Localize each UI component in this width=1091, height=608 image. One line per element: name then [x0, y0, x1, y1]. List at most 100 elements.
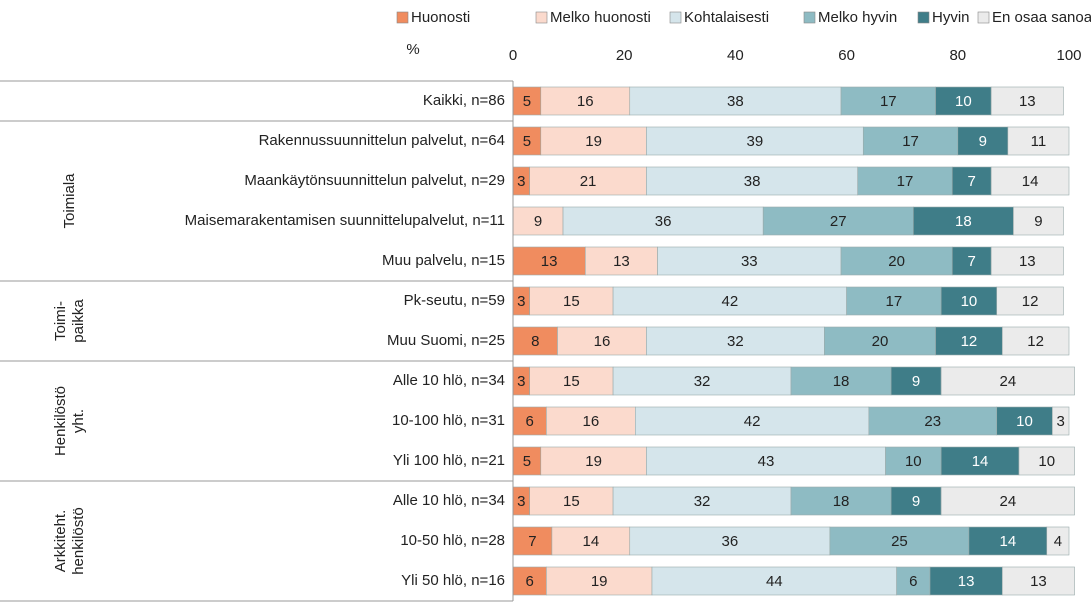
- bar-segment: [857, 166, 953, 196]
- group-label: Toimi-: [52, 301, 69, 341]
- data-label: 3: [1056, 413, 1064, 430]
- bar-segment: [629, 86, 842, 116]
- data-label: 17: [897, 173, 914, 190]
- data-label: 3: [517, 493, 525, 510]
- bar-segment: [846, 286, 942, 316]
- data-label: 42: [744, 413, 761, 430]
- data-label: 25: [891, 533, 908, 550]
- legend-swatch: [917, 11, 930, 24]
- data-label: 10: [905, 453, 922, 470]
- data-label: 12: [961, 333, 978, 350]
- bar-segment: [951, 246, 992, 276]
- bar-segment: [512, 206, 564, 236]
- data-label: 20: [872, 333, 889, 350]
- legend-label: Huonosti: [411, 9, 470, 26]
- data-label: 9: [979, 133, 987, 150]
- bar-segment: [551, 526, 631, 556]
- x-tick-label: 20: [616, 47, 633, 64]
- bar-segment: [646, 166, 859, 196]
- bar-segment: [512, 326, 558, 356]
- data-label: 10: [1038, 453, 1055, 470]
- bar-segment: [629, 526, 831, 556]
- bar-segment: [1001, 326, 1070, 356]
- data-label: 17: [902, 133, 919, 150]
- data-label: 15: [563, 373, 580, 390]
- bar-segment: [657, 246, 842, 276]
- category-label: Maankäytönsuunnittelun palvelut, n=29: [244, 172, 505, 189]
- data-label: 12: [1027, 333, 1044, 350]
- data-label: 33: [741, 253, 758, 270]
- data-label: 5: [523, 453, 531, 470]
- data-label: 14: [999, 533, 1016, 550]
- data-label: 18: [833, 373, 850, 390]
- bar-segment: [913, 206, 1014, 236]
- group-label: Toimiala: [61, 173, 78, 229]
- data-label: 38: [727, 93, 744, 110]
- data-label: 10: [1016, 413, 1033, 430]
- bar-segment: [540, 446, 647, 476]
- data-label: 16: [594, 333, 611, 350]
- x-axis-label: %: [406, 41, 419, 58]
- group-label: Arkkiteht.: [52, 510, 69, 573]
- data-label: 16: [582, 413, 599, 430]
- category-label: Maisemarakentamisen suunnittelupalvelut,…: [185, 212, 505, 229]
- bar-segment: [529, 166, 647, 196]
- data-label: 12: [1022, 293, 1039, 310]
- bar-segment: [546, 566, 653, 596]
- data-label: 39: [747, 133, 764, 150]
- data-label: 44: [766, 573, 783, 590]
- bar-segment: [646, 326, 825, 356]
- category-label: 10-50 hlö, n=28: [400, 532, 505, 549]
- group-label: Henkilöstö: [52, 386, 69, 456]
- bar-segment: [651, 566, 897, 596]
- category-label: Alle 10 hlö, n=34: [393, 492, 505, 509]
- bar-segment: [790, 366, 892, 396]
- data-label: 21: [580, 173, 597, 190]
- data-label: 32: [727, 333, 744, 350]
- bar-segment: [996, 286, 1064, 316]
- bar-segment: [940, 366, 1075, 396]
- data-label: 6: [526, 573, 534, 590]
- category-label: Kaikki, n=86: [423, 92, 505, 109]
- bar-segment: [840, 246, 953, 276]
- data-label: 19: [585, 133, 602, 150]
- bar-segment: [990, 86, 1064, 116]
- bar-segment: [512, 126, 542, 156]
- data-label: 23: [924, 413, 941, 430]
- bar-segment: [1001, 566, 1075, 596]
- category-label: Muu Suomi, n=25: [387, 332, 505, 349]
- x-tick-label: 60: [838, 47, 855, 64]
- legend-label: Kohtalaisesti: [684, 9, 769, 26]
- bar-segment: [790, 486, 892, 516]
- data-label: 13: [613, 253, 630, 270]
- data-label: 5: [523, 93, 531, 110]
- bar-segment: [890, 366, 942, 396]
- data-label: 14: [582, 533, 599, 550]
- bar-segment: [1046, 526, 1070, 556]
- legend-label: Hyvin: [932, 9, 970, 26]
- data-label: 13: [1019, 93, 1036, 110]
- data-label: 9: [534, 213, 542, 230]
- data-label: 18: [955, 213, 972, 230]
- data-label: 24: [999, 373, 1016, 390]
- data-label: 10: [961, 293, 978, 310]
- bar-segment: [1052, 406, 1070, 436]
- bar-segment: [512, 526, 553, 556]
- data-label: 13: [541, 253, 558, 270]
- bar-segment: [940, 446, 1020, 476]
- bar-segment: [762, 206, 914, 236]
- bar-segment: [990, 246, 1064, 276]
- data-label: 19: [591, 573, 608, 590]
- bar-segment: [562, 206, 764, 236]
- data-label: 5: [523, 133, 531, 150]
- data-label: 43: [758, 453, 775, 470]
- x-tick-label: 80: [949, 47, 966, 64]
- data-label: 9: [1034, 213, 1042, 230]
- data-label: 3: [517, 173, 525, 190]
- bar-segment: [512, 246, 586, 276]
- bar-segment: [584, 246, 658, 276]
- bar-segment: [957, 126, 1009, 156]
- data-label: 7: [968, 173, 976, 190]
- data-label: 13: [958, 573, 975, 590]
